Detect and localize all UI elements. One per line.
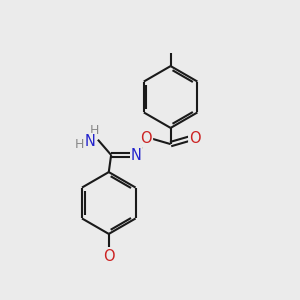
Text: H: H [75, 139, 84, 152]
Text: O: O [140, 131, 152, 146]
Text: O: O [190, 131, 201, 146]
Text: H: H [90, 124, 99, 137]
Text: N: N [84, 134, 95, 149]
Text: N: N [131, 148, 142, 163]
Text: O: O [103, 249, 115, 264]
